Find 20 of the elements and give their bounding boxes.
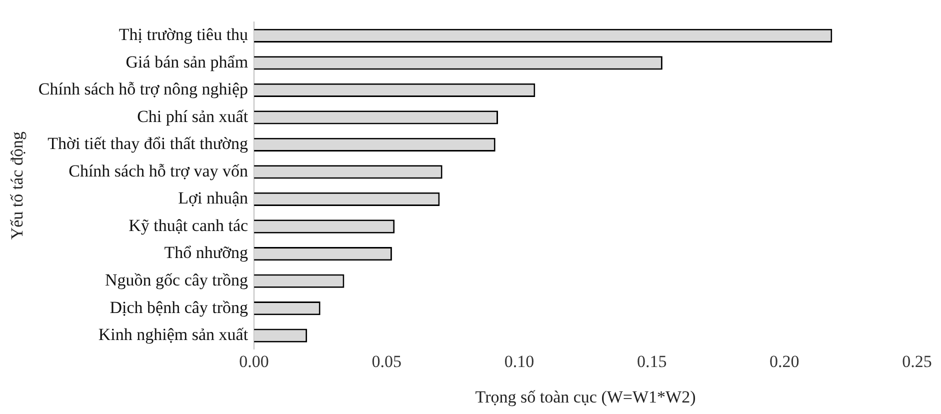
x-tick-label: 0.15 <box>636 352 667 371</box>
y-tick-label: Nguồn gốc cây trồng <box>105 270 249 290</box>
x-tick-label: 0.20 <box>770 352 800 371</box>
y-tick-label: Thị trường tiêu thụ <box>118 25 249 44</box>
y-tick-label: Chính sách hỗ trợ vay vốn <box>68 161 249 180</box>
y-tick-label: Kỹ thuật canh tác <box>128 216 248 235</box>
y-tick-label: Giá bán sản phẩm <box>126 52 248 72</box>
y-tick-label: Dịch bệnh cây trồng <box>110 298 249 317</box>
x-tick-label: 0.25 <box>902 352 932 371</box>
x-tick-label: 0.10 <box>504 352 534 371</box>
x-axis-title: Trọng số toàn cục (W=W1*W2) <box>475 387 696 406</box>
x-tick-label: 0.00 <box>239 352 269 371</box>
y-tick-label: Lợi nhuận <box>178 188 249 208</box>
x-tick-label: 0.05 <box>372 352 402 371</box>
y-tick-label: Chi phí sản xuất <box>137 106 248 126</box>
y-axis-title: Yếu tố tác động <box>8 131 27 240</box>
y-tick-label: Chính sách hỗ trợ nông nghiệp <box>38 80 248 99</box>
y-tick-label: Kinh nghiệm sản xuất <box>98 325 248 344</box>
y-tick-label: Thời tiết thay đổi thất thường <box>48 134 249 154</box>
y-tick-label: Thổ nhưỡng <box>164 243 249 262</box>
